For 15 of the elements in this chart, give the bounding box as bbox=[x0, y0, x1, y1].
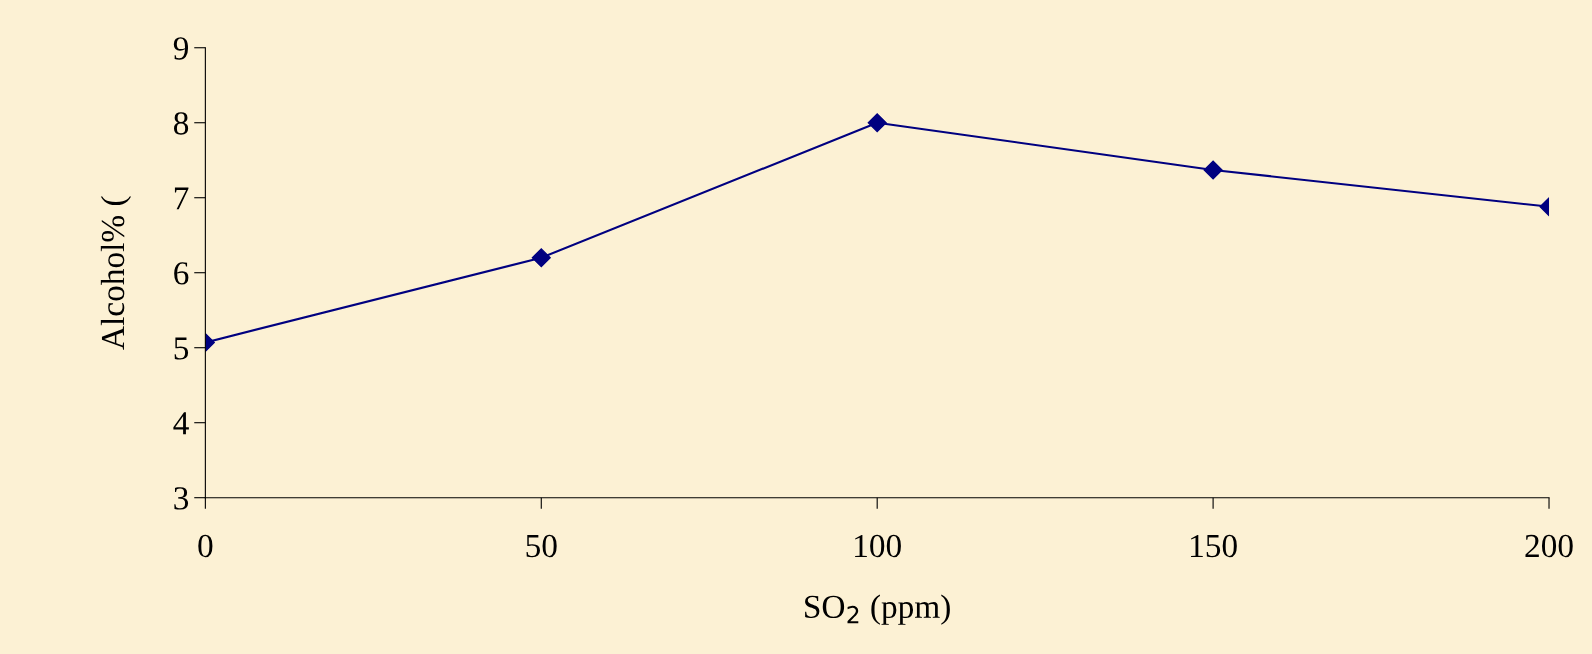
x-tick-label: 50 bbox=[526, 534, 557, 558]
x-tick-label: 150 bbox=[1191, 534, 1237, 558]
y-tick-label: 9 bbox=[173, 37, 189, 60]
x-tick-label: 0 bbox=[198, 534, 213, 558]
x-tick-label: 200 bbox=[1525, 534, 1573, 558]
y-tick-label: 5 bbox=[174, 337, 189, 360]
y-tick-label: 6 bbox=[174, 262, 189, 285]
y-axis-title: Alcohol% ( bbox=[100, 196, 132, 350]
y-tick-label: 7 bbox=[174, 187, 189, 210]
y-tick-label: 8 bbox=[174, 112, 189, 135]
x-axis-title: SO$_{2}$ (ppm) bbox=[805, 594, 950, 625]
y-tick-label: 4 bbox=[173, 412, 189, 435]
x-tick-label: 100 bbox=[855, 534, 901, 558]
y-tick-label: 3 bbox=[174, 487, 189, 510]
point bbox=[867, 113, 887, 133]
